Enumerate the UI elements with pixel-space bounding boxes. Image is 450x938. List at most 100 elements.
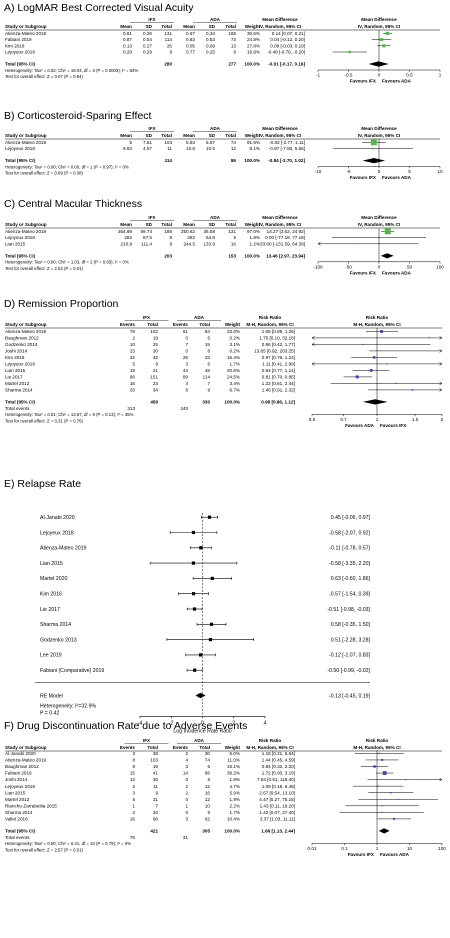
row-weight: 3.1% — [230, 342, 240, 347]
footnote: Heterogeneity: Tau² = 0.02; Chi² = 19.04… — [5, 68, 138, 73]
total-weight: 100.0% — [224, 829, 240, 834]
row-ci: 0.14 [0.07, 0.21] — [272, 31, 305, 36]
favours-left: Favours ADA — [345, 423, 375, 428]
row-study: Sharma 2014 — [5, 388, 33, 393]
row-cell: 264.89 — [118, 229, 132, 234]
row-cell: 131 — [164, 31, 172, 36]
col-header: Total — [199, 322, 210, 327]
row-cell: 34 — [153, 810, 159, 815]
x-tick-label: -4 — [138, 720, 143, 726]
row-weight: 6.7% — [230, 388, 240, 393]
row-cell: 8 — [132, 758, 135, 763]
row-cell: 131 — [228, 229, 236, 234]
row-study: Lejoyeux 2018 — [5, 235, 35, 240]
col-header: Total — [147, 745, 158, 750]
row-study: Atienza-Mateo 2019 — [5, 31, 47, 36]
favours-right: Favours ADA — [382, 175, 412, 180]
row-cell: 87.5 — [143, 235, 152, 240]
x-tick-label: 0 — [201, 720, 204, 726]
row-cell: 5 — [132, 362, 135, 367]
row-weight: 24.5% — [227, 375, 240, 380]
group2-header: ADA — [210, 17, 221, 22]
effect-square — [372, 356, 376, 359]
ci-arrow — [317, 242, 321, 246]
row-cell: 2 — [132, 336, 135, 341]
row-cell: 62 — [205, 817, 211, 822]
row-study: Joshi 2014 — [5, 777, 28, 782]
row-ci: 1.09 [0.18, 6.48] — [262, 784, 295, 789]
row-cell: 6 — [207, 336, 210, 341]
total-n1: 114 — [165, 158, 173, 163]
row-cell: 66 — [205, 771, 211, 776]
total-n2: 330 — [202, 400, 210, 405]
row-cell: 11 — [153, 784, 158, 789]
row-study: Riancho-Zarrabeitia 2015 — [5, 803, 57, 808]
row-cell: 3 — [185, 362, 188, 367]
total-events-label: Total events — [5, 835, 30, 840]
row-cell: 0 — [185, 797, 188, 802]
x-tick-label: 100 — [436, 264, 444, 269]
col-header: Weight — [245, 222, 261, 227]
row-cell: 1 — [185, 803, 188, 808]
row-cell: 19 — [153, 336, 159, 341]
effect-square — [385, 31, 390, 36]
row-cell: 33 — [130, 388, 136, 393]
row-cell: 185 — [228, 31, 236, 36]
row-weight: 24.8% — [247, 37, 260, 42]
effect-square — [395, 382, 397, 384]
row-study: Fabiani (Comparative) 2019 — [40, 668, 104, 674]
row-cell: 25 — [153, 342, 159, 347]
pooled-diamond — [368, 61, 389, 67]
row-ci: 1.22 [0.61, 2.44] — [262, 381, 295, 386]
effect-square — [377, 785, 379, 787]
row-cell: 0.26 — [143, 31, 152, 36]
row-study: Sharma 2014 — [40, 622, 71, 628]
row-cell: 185 — [164, 229, 172, 234]
study-col-header: Study or Subgroup — [5, 222, 47, 227]
row-cell: 5 — [132, 797, 135, 802]
row-ci: 0.08 [-0.03, 0.19] — [270, 43, 305, 48]
row-ci: 0.51 [-2.28, 3.28] — [331, 637, 371, 643]
row-ci: -0.57 [-1.54, 0.39] — [329, 592, 371, 598]
total-events-1: 76 — [130, 835, 136, 840]
row-ci: 1.43 [0.07, 27.40] — [259, 810, 295, 815]
col-header: Mean — [120, 133, 132, 138]
row-weight: 2.2% — [230, 803, 240, 808]
plot-subheader: IV, Random, 95% CI — [358, 222, 400, 227]
study-col-header: Study or Subgroup — [5, 24, 47, 29]
row-weight: 30.5% — [247, 31, 260, 36]
total-label: Total (95% CI) — [5, 158, 36, 163]
row-cell: 89 — [183, 375, 189, 380]
effect-square — [209, 622, 214, 626]
row-study: Atienza-Mateo 2019 — [5, 329, 47, 334]
row-cell: 0.29 — [143, 50, 152, 55]
effect-square — [381, 758, 384, 761]
favours-left: Favours IFX — [350, 175, 377, 180]
row-cell: 0 — [185, 777, 188, 782]
effect-square — [372, 147, 374, 150]
col-header: SD — [146, 24, 153, 29]
total-label: Total (95% CI) — [5, 62, 36, 67]
row-study: Atienza-Mateo 2019 — [5, 229, 47, 234]
plot-header: Mean Difference — [361, 126, 397, 131]
footnote: Heterogeneity: Tau² = 0.00; Chi² = 1.03,… — [5, 260, 129, 265]
row-ci: 0.86 [0.42, 1.77] — [262, 342, 295, 347]
x-tick-label: -50 — [345, 264, 352, 269]
row-ci: -0.97 [-7.50, 5.56] — [269, 146, 305, 151]
row-study: Lian 2015 — [5, 241, 26, 246]
row-cell: 282 — [187, 235, 195, 240]
row-cell: 3 — [132, 790, 135, 795]
ci-arrow — [311, 362, 315, 366]
row-weight: 1.7% — [230, 810, 240, 815]
row-cell: 12 — [231, 146, 237, 151]
row-cell: 12 — [205, 797, 211, 802]
row-study: Martel 2012 — [5, 797, 30, 802]
row-cell: 26 — [167, 43, 173, 48]
effect-square — [390, 791, 392, 794]
col-header: Mean — [120, 24, 132, 29]
favours-left: Favours IFX — [348, 852, 375, 857]
col-header: Events — [120, 322, 136, 327]
x-tick-label: 1 — [376, 417, 379, 422]
row-study: Kim 2016 — [5, 43, 25, 48]
row-study: Godzenko 2013 — [40, 637, 77, 643]
